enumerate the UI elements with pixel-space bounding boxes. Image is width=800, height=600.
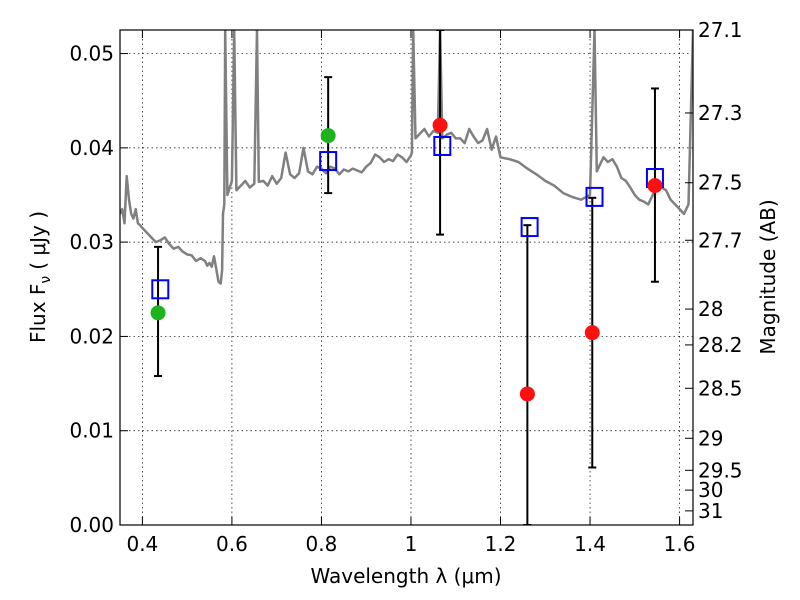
data-points <box>150 117 664 402</box>
y-axis-label-unit: ( μJy ) <box>26 211 50 270</box>
y2-tick-label: 29 <box>698 426 723 450</box>
y2-tick-label: 28.2 <box>698 333 743 357</box>
x-tick-label: 1.6 <box>664 532 696 556</box>
y-tick-label: 0.05 <box>69 42 114 66</box>
y2-tick-label: 27.1 <box>698 18 743 42</box>
y2-tick-label: 27.5 <box>698 171 743 195</box>
grid <box>120 30 693 526</box>
x-tick-label: 1.2 <box>485 532 517 556</box>
model-spectrum <box>120 30 693 285</box>
x-tick-label: 1.4 <box>574 532 606 556</box>
y2-tick-label: 28.5 <box>698 376 743 400</box>
svg-text:Flux Fν( μJy ): Flux Fν ( μJy ) <box>26 211 54 343</box>
x-axis-label: Wavelength λ (μm) <box>310 564 501 588</box>
observed-point-red <box>584 325 600 341</box>
y2-tick-label: 30 <box>698 478 723 502</box>
x-tick-label: 1 <box>405 532 418 556</box>
y-axis-label: Flux Fν ( μJy ) <box>26 211 54 343</box>
axis-tick-labels: 0.4 0.6 0.8 1 1.2 1.4 1.6 0.00 0.01 0.02 0.03 0.04 0… <box>69 18 742 556</box>
plot-frame <box>119 29 694 526</box>
y2-axis-label: Magnitude (AB) <box>756 199 780 354</box>
observed-point-red <box>647 178 663 194</box>
y-tick-label: 0.01 <box>69 419 114 443</box>
error-bars <box>154 30 659 525</box>
model-photometry-square <box>151 279 170 300</box>
model-photometry-square <box>433 135 452 156</box>
x-tick-label: 0.4 <box>126 532 158 556</box>
x-tick-label: 0.8 <box>306 532 338 556</box>
y-axis-label-main: Flux F <box>26 284 50 343</box>
axis-ticks <box>120 29 693 526</box>
y-tick-label: 0.00 <box>69 513 114 537</box>
y-axis-label-sub: ν <box>38 276 54 284</box>
observed-point-green <box>150 305 166 321</box>
y2-tick-label: 31 <box>698 499 723 523</box>
model-photometry-square <box>520 217 539 238</box>
model-photometry-square <box>319 151 338 172</box>
observed-point-green <box>320 128 336 144</box>
y-tick-label: 0.03 <box>69 230 114 254</box>
observed-point-red <box>519 386 535 402</box>
y-tick-label: 0.02 <box>69 324 114 348</box>
x-tick-label: 0.6 <box>216 532 248 556</box>
model-photometry-square <box>585 186 604 207</box>
y2-tick-label: 29.5 <box>698 458 743 482</box>
y2-tick-label: 28 <box>698 297 723 321</box>
y2-tick-label: 27.3 <box>698 101 743 125</box>
observed-point-red <box>432 117 448 133</box>
y-tick-label: 0.04 <box>69 136 114 160</box>
spectrum-line <box>120 30 693 285</box>
y2-tick-label: 27.7 <box>698 228 743 252</box>
